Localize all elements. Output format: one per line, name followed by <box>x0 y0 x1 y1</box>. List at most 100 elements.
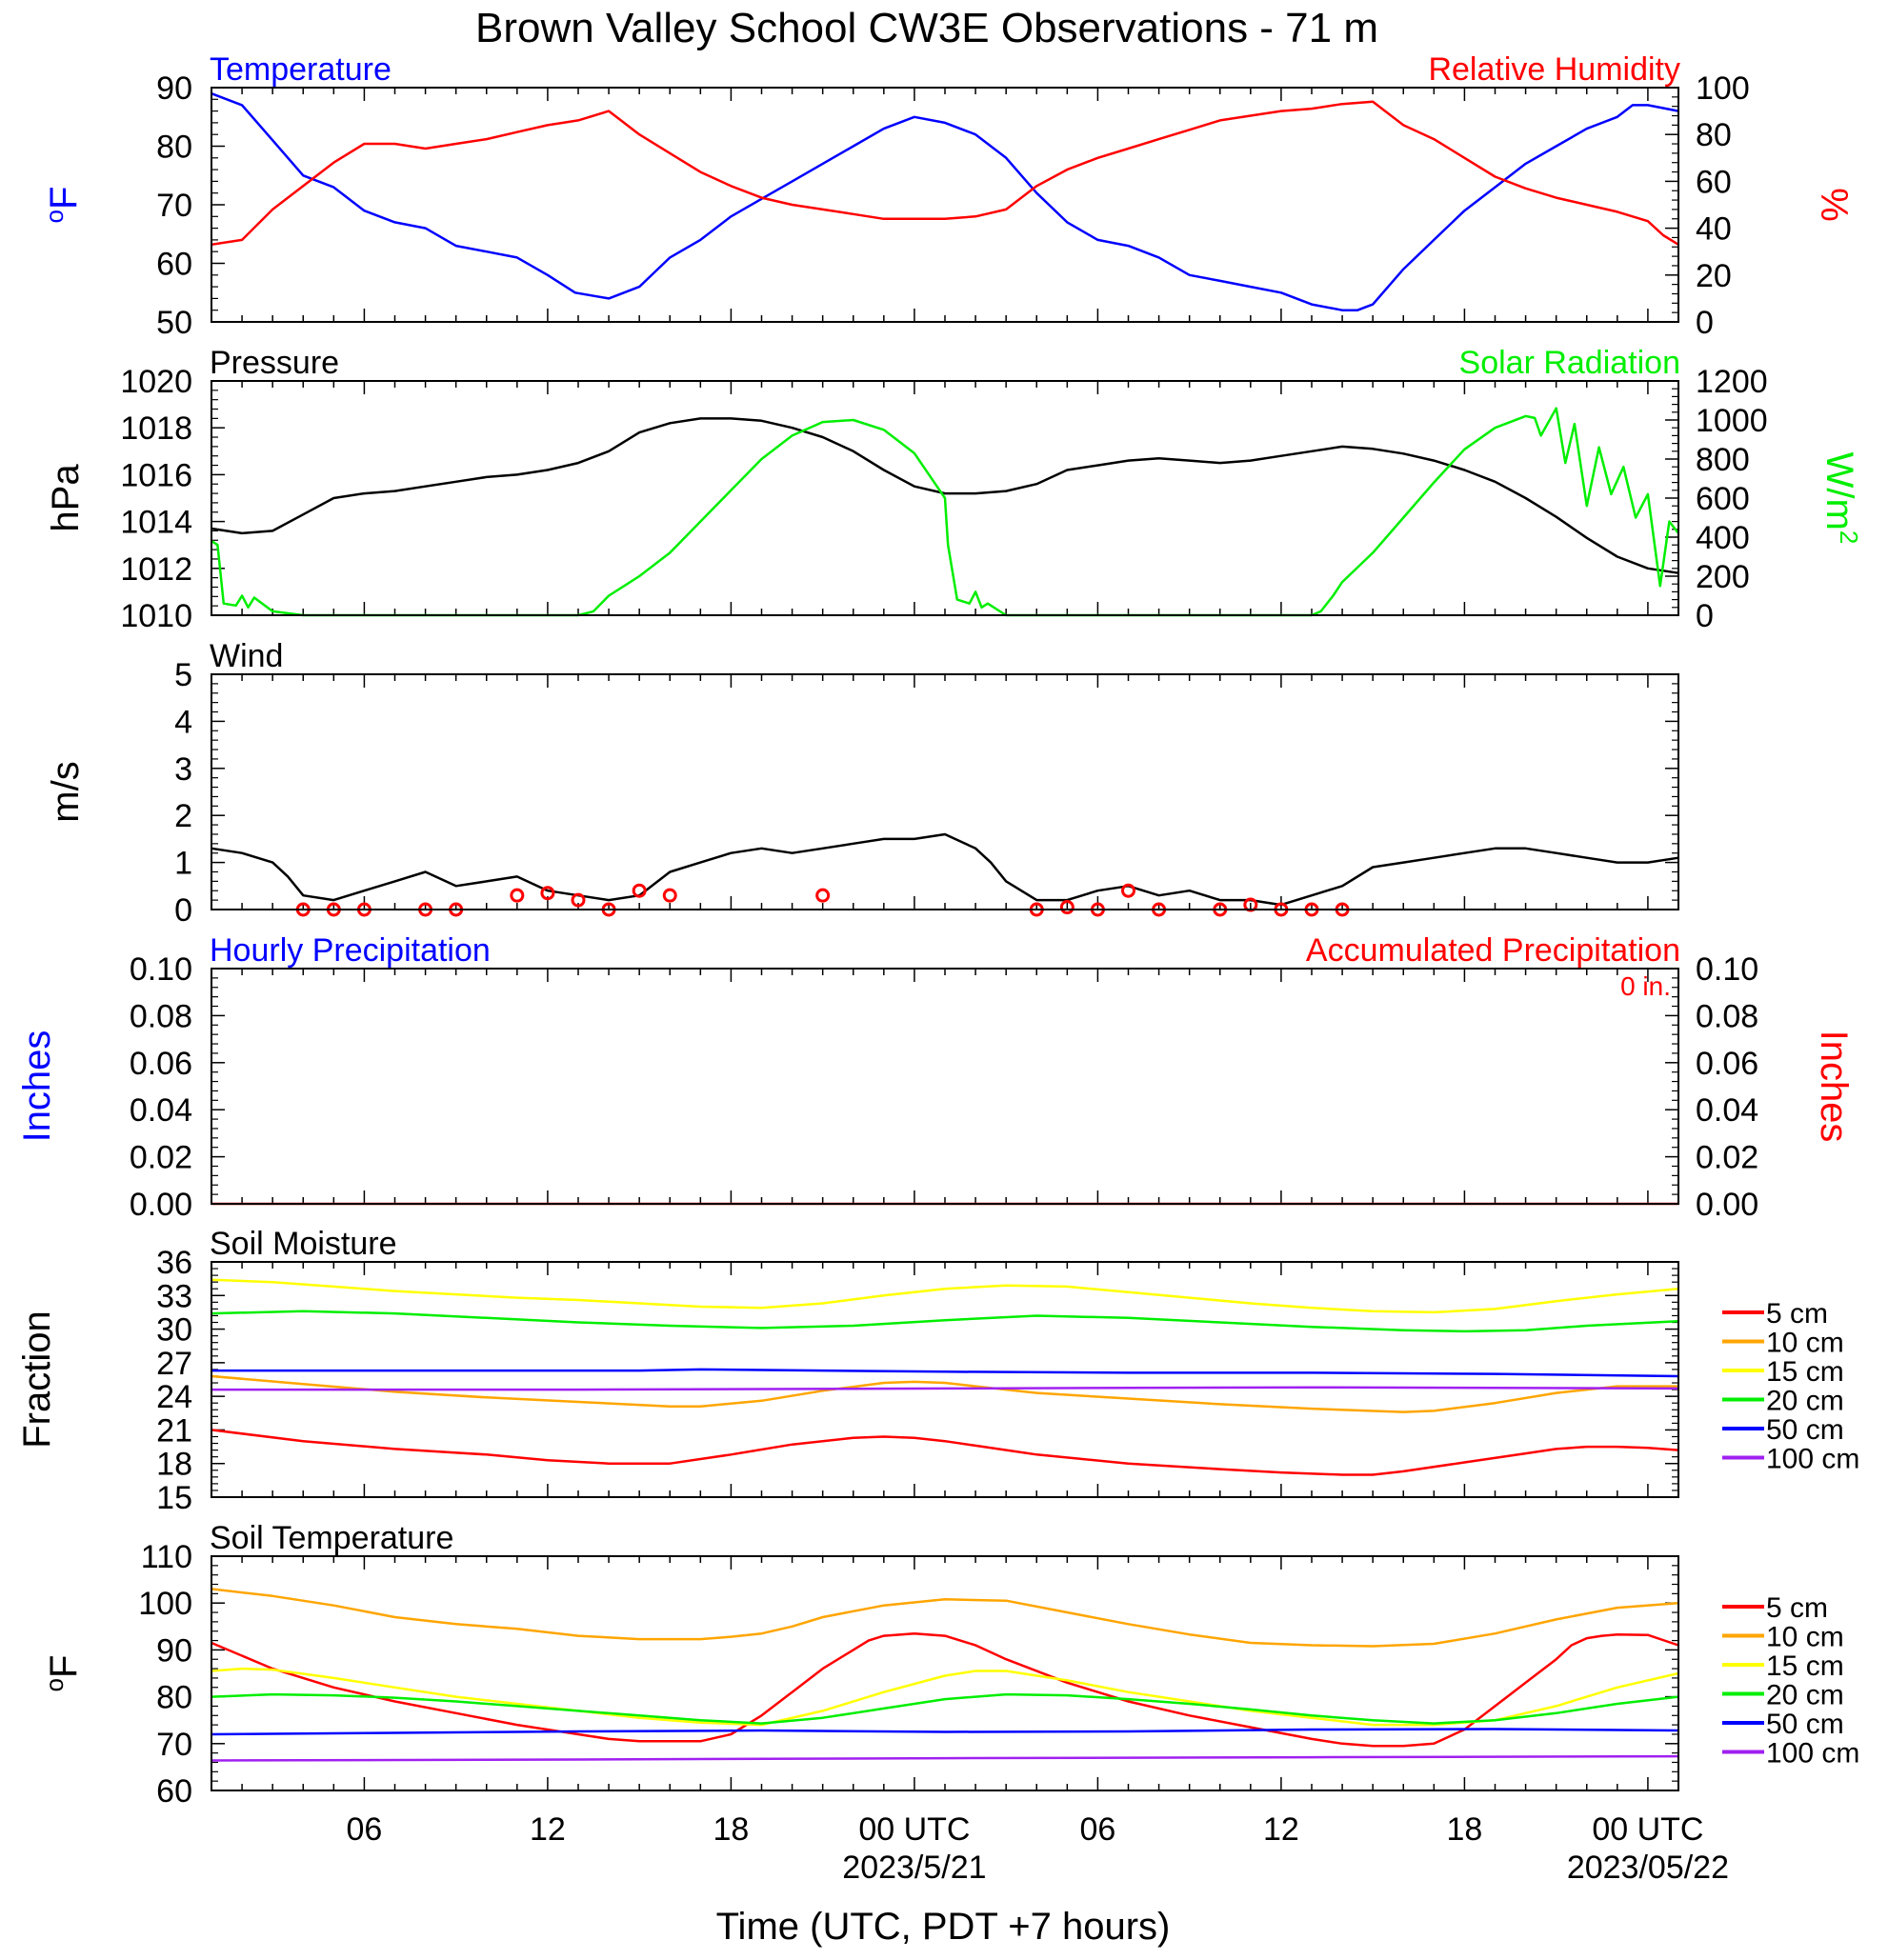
panel-temp_rh: 50 60 70 80 90 0 20 40 60 80 100 Temperature Relativ… <box>40 51 1855 341</box>
panel-frame <box>211 968 1679 1205</box>
series-line-pressure <box>211 417 1679 574</box>
y-axis-title-right: Inches <box>1813 1030 1855 1143</box>
panel-wind: 0 1 2 3 4 5 Wind m/s <box>45 638 1679 929</box>
wind-calm-marker <box>815 888 831 903</box>
series-line-50-cm <box>211 1368 1679 1378</box>
legend-label: 15 cm <box>1766 1650 1844 1682</box>
x-tick-label: 18 <box>713 1811 750 1848</box>
series-line-15-cm <box>211 1278 1679 1314</box>
unit-letter: F <box>43 187 85 210</box>
legend-label: 100 cm <box>1766 1738 1859 1770</box>
y-tick-label-left: 0.02 <box>130 1140 192 1176</box>
y-tick-label-left: 1016 <box>120 457 192 493</box>
wind-calm-marker <box>510 888 525 903</box>
y-tick-label-left: 3 <box>174 751 192 788</box>
y-tick-label-left: 1 <box>174 846 192 882</box>
y-tick-label-left: 1012 <box>120 551 192 588</box>
series-line-10-cm <box>211 1588 1679 1648</box>
figure-title: Brown Valley School CW3E Observations - … <box>475 5 1378 51</box>
y-axis-title-left: Fraction <box>16 1310 58 1449</box>
y-tick-label-left: 4 <box>174 704 192 740</box>
y-axis-title-left: m/s <box>45 761 87 822</box>
y-tick-label-right: 20 <box>1696 258 1732 294</box>
series-line-5-cm <box>211 1429 1679 1476</box>
y-tick-label-left: 70 <box>156 188 192 224</box>
series-line-5-cm <box>211 1631 1679 1748</box>
y-tick-label-left: 24 <box>156 1379 192 1415</box>
unit-letter: F <box>43 1655 85 1678</box>
degree-symbol: o <box>40 1678 69 1691</box>
y-tick-label-left: 80 <box>156 1680 192 1716</box>
y-tick-label-right: 0.02 <box>1696 1140 1758 1176</box>
legend-label: 15 cm <box>1766 1356 1844 1388</box>
wind-calm-marker <box>540 886 555 901</box>
y-tick-label-left: 110 <box>141 1539 192 1575</box>
legend-label: 5 cm <box>1766 1298 1828 1330</box>
series-line-wind <box>211 832 1679 907</box>
y-axis-title-right: % <box>1813 188 1855 222</box>
panel-frame <box>211 1555 1679 1791</box>
y-axis-title-left: oF <box>40 1655 85 1692</box>
y-tick-label-left: 18 <box>156 1447 192 1483</box>
panel-title-right: Relative Humidity <box>1428 51 1680 88</box>
y-tick-label-left: 0.04 <box>130 1092 192 1129</box>
series-line-15-cm <box>211 1667 1679 1727</box>
y-tick-label-left: 1010 <box>120 598 192 634</box>
y-tick-label-left: 1020 <box>120 364 192 400</box>
y-tick-label-left: 60 <box>156 1773 192 1810</box>
wind-calm-marker <box>662 888 677 903</box>
y-tick-label-right: 0.00 <box>1696 1187 1758 1223</box>
panel-frame <box>211 380 1679 616</box>
series-line-100-cm <box>211 1386 1679 1391</box>
wind-calm-marker <box>1243 897 1258 912</box>
y-axis-title-left: Inches <box>16 1030 58 1143</box>
y-tick-label-right: 1200 <box>1696 364 1768 400</box>
x-tick-date: 2023/05/22 <box>1567 1850 1729 1886</box>
y-tick-label-right: 0 <box>1696 305 1714 341</box>
y-tick-label-right: 40 <box>1696 211 1732 248</box>
panel-title-right: Solar Radiation <box>1459 345 1680 381</box>
panel-title-left: Soil Moisture <box>210 1226 397 1262</box>
y-tick-label-left: 30 <box>156 1312 192 1349</box>
x-tick-date: 2023/5/21 <box>842 1850 986 1886</box>
y-tick-label-right: 800 <box>1696 442 1750 478</box>
series-line-temperature <box>211 92 1679 311</box>
x-tick-label: 06 <box>1080 1811 1116 1848</box>
panel-frame <box>211 1261 1679 1498</box>
y-tick-label-right: 600 <box>1696 481 1750 517</box>
y-tick-label-left: 90 <box>156 70 192 107</box>
x-axis-title: Time (UTC, PDT +7 hours) <box>716 1906 1171 1948</box>
x-tick-label: 18 <box>1447 1811 1483 1848</box>
y-tick-label-left: 5 <box>174 657 192 693</box>
series-line-100-cm <box>211 1754 1679 1762</box>
legend-label: 20 cm <box>1766 1680 1844 1711</box>
legend-label: 50 cm <box>1766 1414 1844 1446</box>
panel-title-left: Soil Temperature <box>210 1520 453 1556</box>
unit-main: W/m <box>1818 452 1860 530</box>
x-tick-label: 06 <box>347 1811 383 1848</box>
legend-label: 20 cm <box>1766 1386 1844 1417</box>
y-tick-label-left: 80 <box>156 130 192 166</box>
y-tick-label-right: 100 <box>1696 70 1750 107</box>
degree-symbol: o <box>40 210 69 223</box>
y-tick-label-left: 90 <box>156 1632 192 1669</box>
panel-precip: 0.00 0.02 0.04 0.06 0.08 0.10 0.00 0.02 0.04 0.06… <box>16 932 1855 1223</box>
y-tick-label-left: 0.08 <box>130 998 192 1034</box>
y-tick-label-left: 2 <box>174 798 192 834</box>
y-tick-label-left: 0.00 <box>130 1187 192 1223</box>
series-line-relative-humidity <box>211 100 1679 247</box>
panel-title-left: Pressure <box>210 345 339 381</box>
panel-pressure_solar: 1010 1012 1014 1016 1018 1020 0200400600800100… <box>45 345 1863 634</box>
legend-label: 10 cm <box>1766 1328 1844 1359</box>
y-tick-label-left: 1018 <box>120 410 192 447</box>
unit-exponent: 2 <box>1835 530 1863 544</box>
legend-label: 50 cm <box>1766 1709 1844 1740</box>
y-axis-title-right: W/m2 <box>1818 452 1863 545</box>
